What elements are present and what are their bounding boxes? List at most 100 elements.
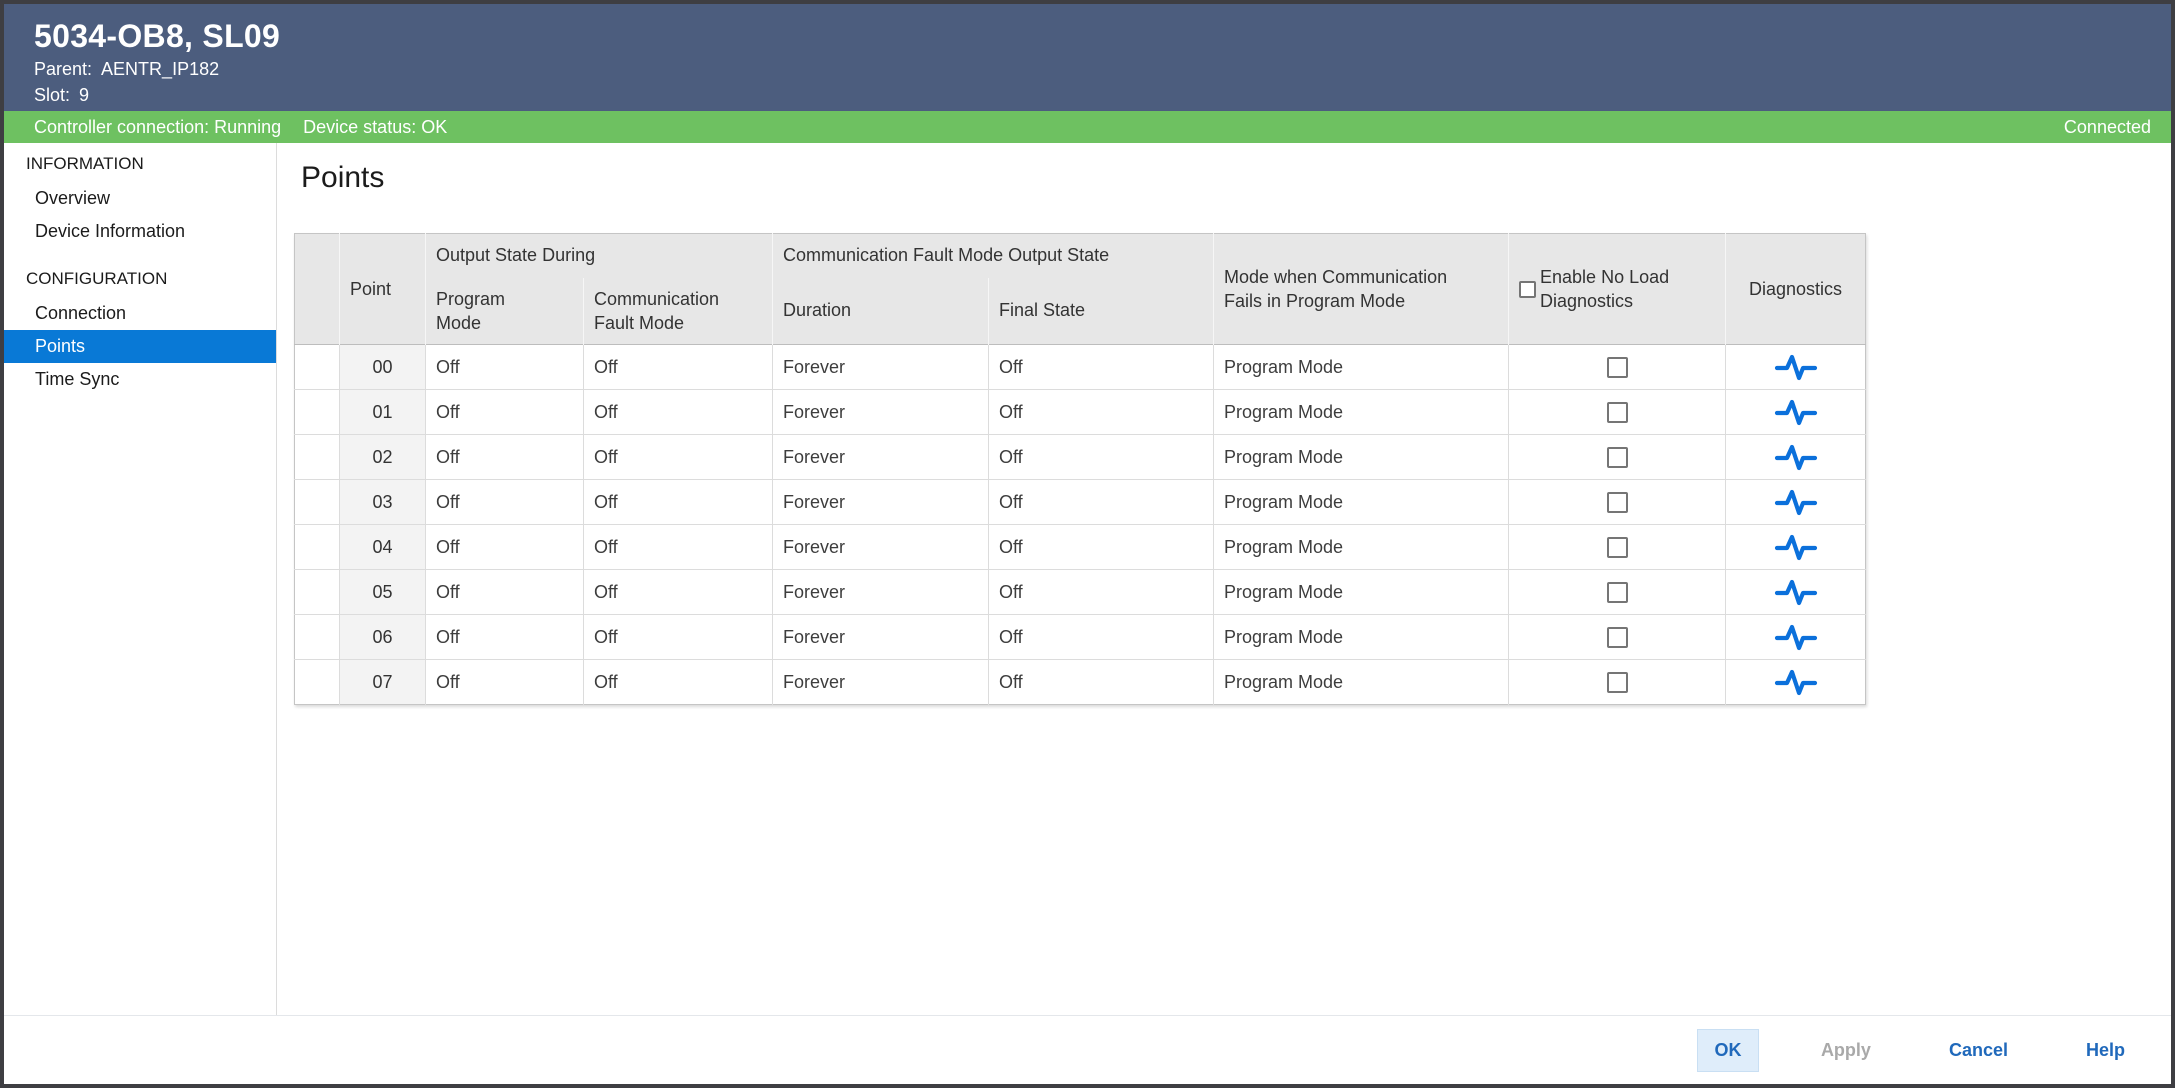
cell-duration[interactable]: Forever: [773, 345, 989, 390]
cell-mode-when-comm-fails[interactable]: Program Mode: [1214, 570, 1509, 615]
enable-no-load-all-checkbox[interactable]: [1519, 281, 1536, 298]
apply-button[interactable]: Apply: [1805, 1030, 1887, 1071]
pulse-waveform-icon[interactable]: [1774, 488, 1818, 517]
enable-no-load-header-group: Enable No Load Diagnostics: [1519, 265, 1715, 313]
cell-row-selector[interactable]: [295, 480, 340, 525]
cell-mode-when-comm-fails[interactable]: Program Mode: [1214, 480, 1509, 525]
cell-comm-fault-mode[interactable]: Off: [584, 435, 773, 480]
cell-diagnostics: [1726, 390, 1866, 435]
cell-program-mode[interactable]: Off: [426, 525, 584, 570]
pulse-waveform-icon[interactable]: [1774, 533, 1818, 562]
enable-no-load-checkbox[interactable]: [1607, 402, 1628, 423]
cell-final-state[interactable]: Off: [989, 435, 1214, 480]
group-header-output-state-during: Output State During: [426, 234, 773, 278]
help-button[interactable]: Help: [2070, 1030, 2141, 1071]
cell-mode-when-comm-fails[interactable]: Program Mode: [1214, 390, 1509, 435]
cell-comm-fault-mode[interactable]: Off: [584, 660, 773, 705]
cell-row-selector[interactable]: [295, 660, 340, 705]
cell-diagnostics: [1726, 480, 1866, 525]
sidebar-item-overview[interactable]: Overview: [4, 182, 276, 215]
cell-row-selector[interactable]: [295, 570, 340, 615]
cell-mode-when-comm-fails[interactable]: Program Mode: [1214, 525, 1509, 570]
cell-program-mode[interactable]: Off: [426, 660, 584, 705]
cell-diagnostics: [1726, 660, 1866, 705]
cell-row-selector[interactable]: [295, 435, 340, 480]
parent-value: AENTR_IP182: [101, 59, 219, 79]
col-header-mode-when-comm-fails[interactable]: Mode when Communication Fails in Program…: [1214, 234, 1509, 345]
pulse-waveform-icon[interactable]: [1774, 623, 1818, 652]
table-row: 02 Off Off Forever Off Program Mode: [295, 435, 1866, 480]
cell-program-mode[interactable]: Off: [426, 615, 584, 660]
cell-final-state[interactable]: Off: [989, 570, 1214, 615]
cell-comm-fault-mode[interactable]: Off: [584, 390, 773, 435]
enable-no-load-checkbox[interactable]: [1607, 492, 1628, 513]
col-header-program-mode[interactable]: Program Mode: [426, 278, 584, 345]
sidebar-item-points[interactable]: Points: [4, 330, 276, 363]
cell-enable-no-load: [1509, 570, 1726, 615]
pulse-waveform-icon[interactable]: [1774, 668, 1818, 697]
col-header-final-state[interactable]: Final State: [989, 278, 1214, 345]
sidebar-item-connection[interactable]: Connection: [4, 297, 276, 330]
pulse-waveform-icon[interactable]: [1774, 578, 1818, 607]
cell-final-state[interactable]: Off: [989, 345, 1214, 390]
col-header-enable-no-load-diagnostics[interactable]: Enable No Load Diagnostics: [1509, 234, 1726, 345]
enable-no-load-checkbox[interactable]: [1607, 627, 1628, 648]
cell-diagnostics: [1726, 525, 1866, 570]
cell-mode-when-comm-fails[interactable]: Program Mode: [1214, 660, 1509, 705]
cell-program-mode[interactable]: Off: [426, 390, 584, 435]
pulse-waveform-icon[interactable]: [1774, 353, 1818, 382]
cell-point: 06: [340, 615, 426, 660]
cell-final-state[interactable]: Off: [989, 390, 1214, 435]
cell-final-state[interactable]: Off: [989, 480, 1214, 525]
slot-label: Slot:: [34, 85, 70, 105]
cell-comm-fault-mode[interactable]: Off: [584, 345, 773, 390]
cell-row-selector[interactable]: [295, 525, 340, 570]
cell-final-state[interactable]: Off: [989, 525, 1214, 570]
cell-row-selector[interactable]: [295, 390, 340, 435]
cell-duration[interactable]: Forever: [773, 615, 989, 660]
cell-row-selector[interactable]: [295, 615, 340, 660]
cell-program-mode[interactable]: Off: [426, 570, 584, 615]
cell-enable-no-load: [1509, 390, 1726, 435]
cell-duration[interactable]: Forever: [773, 570, 989, 615]
enable-no-load-checkbox[interactable]: [1607, 537, 1628, 558]
cell-duration[interactable]: Forever: [773, 480, 989, 525]
sidebar-item-device-information[interactable]: Device Information: [4, 215, 276, 248]
ok-button[interactable]: OK: [1697, 1029, 1759, 1072]
cell-row-selector[interactable]: [295, 345, 340, 390]
cell-comm-fault-mode[interactable]: Off: [584, 570, 773, 615]
col-header-comm-fault-mode[interactable]: Communication Fault Mode: [584, 278, 773, 345]
cell-final-state[interactable]: Off: [989, 660, 1214, 705]
cell-program-mode[interactable]: Off: [426, 480, 584, 525]
table-row: 05 Off Off Forever Off Program Mode: [295, 570, 1866, 615]
enable-no-load-checkbox[interactable]: [1607, 672, 1628, 693]
row-selector-column-header[interactable]: [295, 234, 340, 345]
cell-duration[interactable]: Forever: [773, 525, 989, 570]
cancel-button[interactable]: Cancel: [1933, 1030, 2024, 1071]
col-header-point[interactable]: Point: [340, 234, 426, 345]
cell-mode-when-comm-fails[interactable]: Program Mode: [1214, 615, 1509, 660]
enable-no-load-checkbox[interactable]: [1607, 357, 1628, 378]
cell-program-mode[interactable]: Off: [426, 345, 584, 390]
cell-mode-when-comm-fails[interactable]: Program Mode: [1214, 435, 1509, 480]
enable-no-load-checkbox[interactable]: [1607, 582, 1628, 603]
col-header-duration[interactable]: Duration: [773, 278, 989, 345]
main-panel: Points Point Output State During Communi…: [277, 143, 2171, 1015]
pulse-waveform-icon[interactable]: [1774, 443, 1818, 472]
connection-status-bar: Controller connection: Running Device st…: [4, 111, 2171, 143]
cell-duration[interactable]: Forever: [773, 660, 989, 705]
enable-no-load-checkbox[interactable]: [1607, 447, 1628, 468]
sidebar-item-time-sync[interactable]: Time Sync: [4, 363, 276, 396]
cell-duration[interactable]: Forever: [773, 435, 989, 480]
cell-final-state[interactable]: Off: [989, 615, 1214, 660]
cell-point: 00: [340, 345, 426, 390]
table-row: 03 Off Off Forever Off Program Mode: [295, 480, 1866, 525]
cell-mode-when-comm-fails[interactable]: Program Mode: [1214, 345, 1509, 390]
cell-comm-fault-mode[interactable]: Off: [584, 525, 773, 570]
cell-comm-fault-mode[interactable]: Off: [584, 615, 773, 660]
cell-enable-no-load: [1509, 435, 1726, 480]
cell-comm-fault-mode[interactable]: Off: [584, 480, 773, 525]
cell-duration[interactable]: Forever: [773, 390, 989, 435]
cell-program-mode[interactable]: Off: [426, 435, 584, 480]
pulse-waveform-icon[interactable]: [1774, 398, 1818, 427]
